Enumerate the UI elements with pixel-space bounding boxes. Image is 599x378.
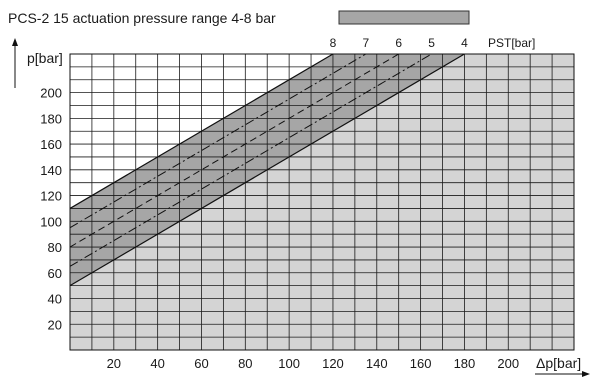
y-tick-label: 200 [40,86,62,101]
y-tick-label: 40 [48,292,62,307]
chart-title: PCS-2 15 actuation pressure range 4-8 ba… [8,10,276,26]
y-tick-label: 180 [40,111,62,126]
y-tick-label: 60 [48,266,62,281]
pst-axis-label: PST[bar] [488,36,535,50]
x-tick-label: 120 [322,356,344,371]
pst-label-4: 4 [461,36,468,50]
pst-label-6: 6 [395,36,402,50]
pst-line-4 [69,53,465,287]
pst-label-5: 5 [428,36,435,50]
x-tick-label: 60 [194,356,208,371]
pst-line-8 [69,53,334,209]
pst-line-6 [69,53,399,248]
x-tick-label: 200 [497,356,519,371]
x-axis-label: Δp[bar] [536,355,581,371]
y-axis-label: p[bar] [27,50,63,66]
y-tick-label: 160 [40,137,62,152]
y-tick-label: 140 [40,163,62,178]
x-tick-label: 40 [150,356,164,371]
x-tick-label: 80 [238,356,252,371]
pst-line-5 [69,53,432,267]
y-tick-label: 120 [40,189,62,204]
pst-label-8: 8 [330,36,337,50]
axes [12,38,590,377]
x-tick-label: 100 [278,356,300,371]
y-axis-arrow-head [12,38,18,46]
grid [69,53,575,351]
x-tick-label: 180 [454,356,476,371]
pst-label-7: 7 [362,36,369,50]
x-tick-labels: 20 40 60 80 100 120 140 160 180 200 [107,356,520,371]
pst-lines [69,53,465,287]
y-tick-label: 100 [40,214,62,229]
x-axis-arrow-head [582,371,590,377]
legend-swatch [338,10,470,25]
plot-frame [69,53,575,351]
x-tick-label: 160 [410,356,432,371]
pst-line-7 [69,53,367,229]
region-below-band [70,54,574,350]
y-tick-label: 80 [48,240,62,255]
pst-labels: 8 7 6 5 4 [330,36,468,50]
x-tick-label: 140 [366,356,388,371]
x-tick-label: 20 [107,356,121,371]
y-tick-labels: 20 40 60 80 100 120 140 160 180 200 [40,86,62,333]
y-tick-label: 20 [48,317,62,332]
